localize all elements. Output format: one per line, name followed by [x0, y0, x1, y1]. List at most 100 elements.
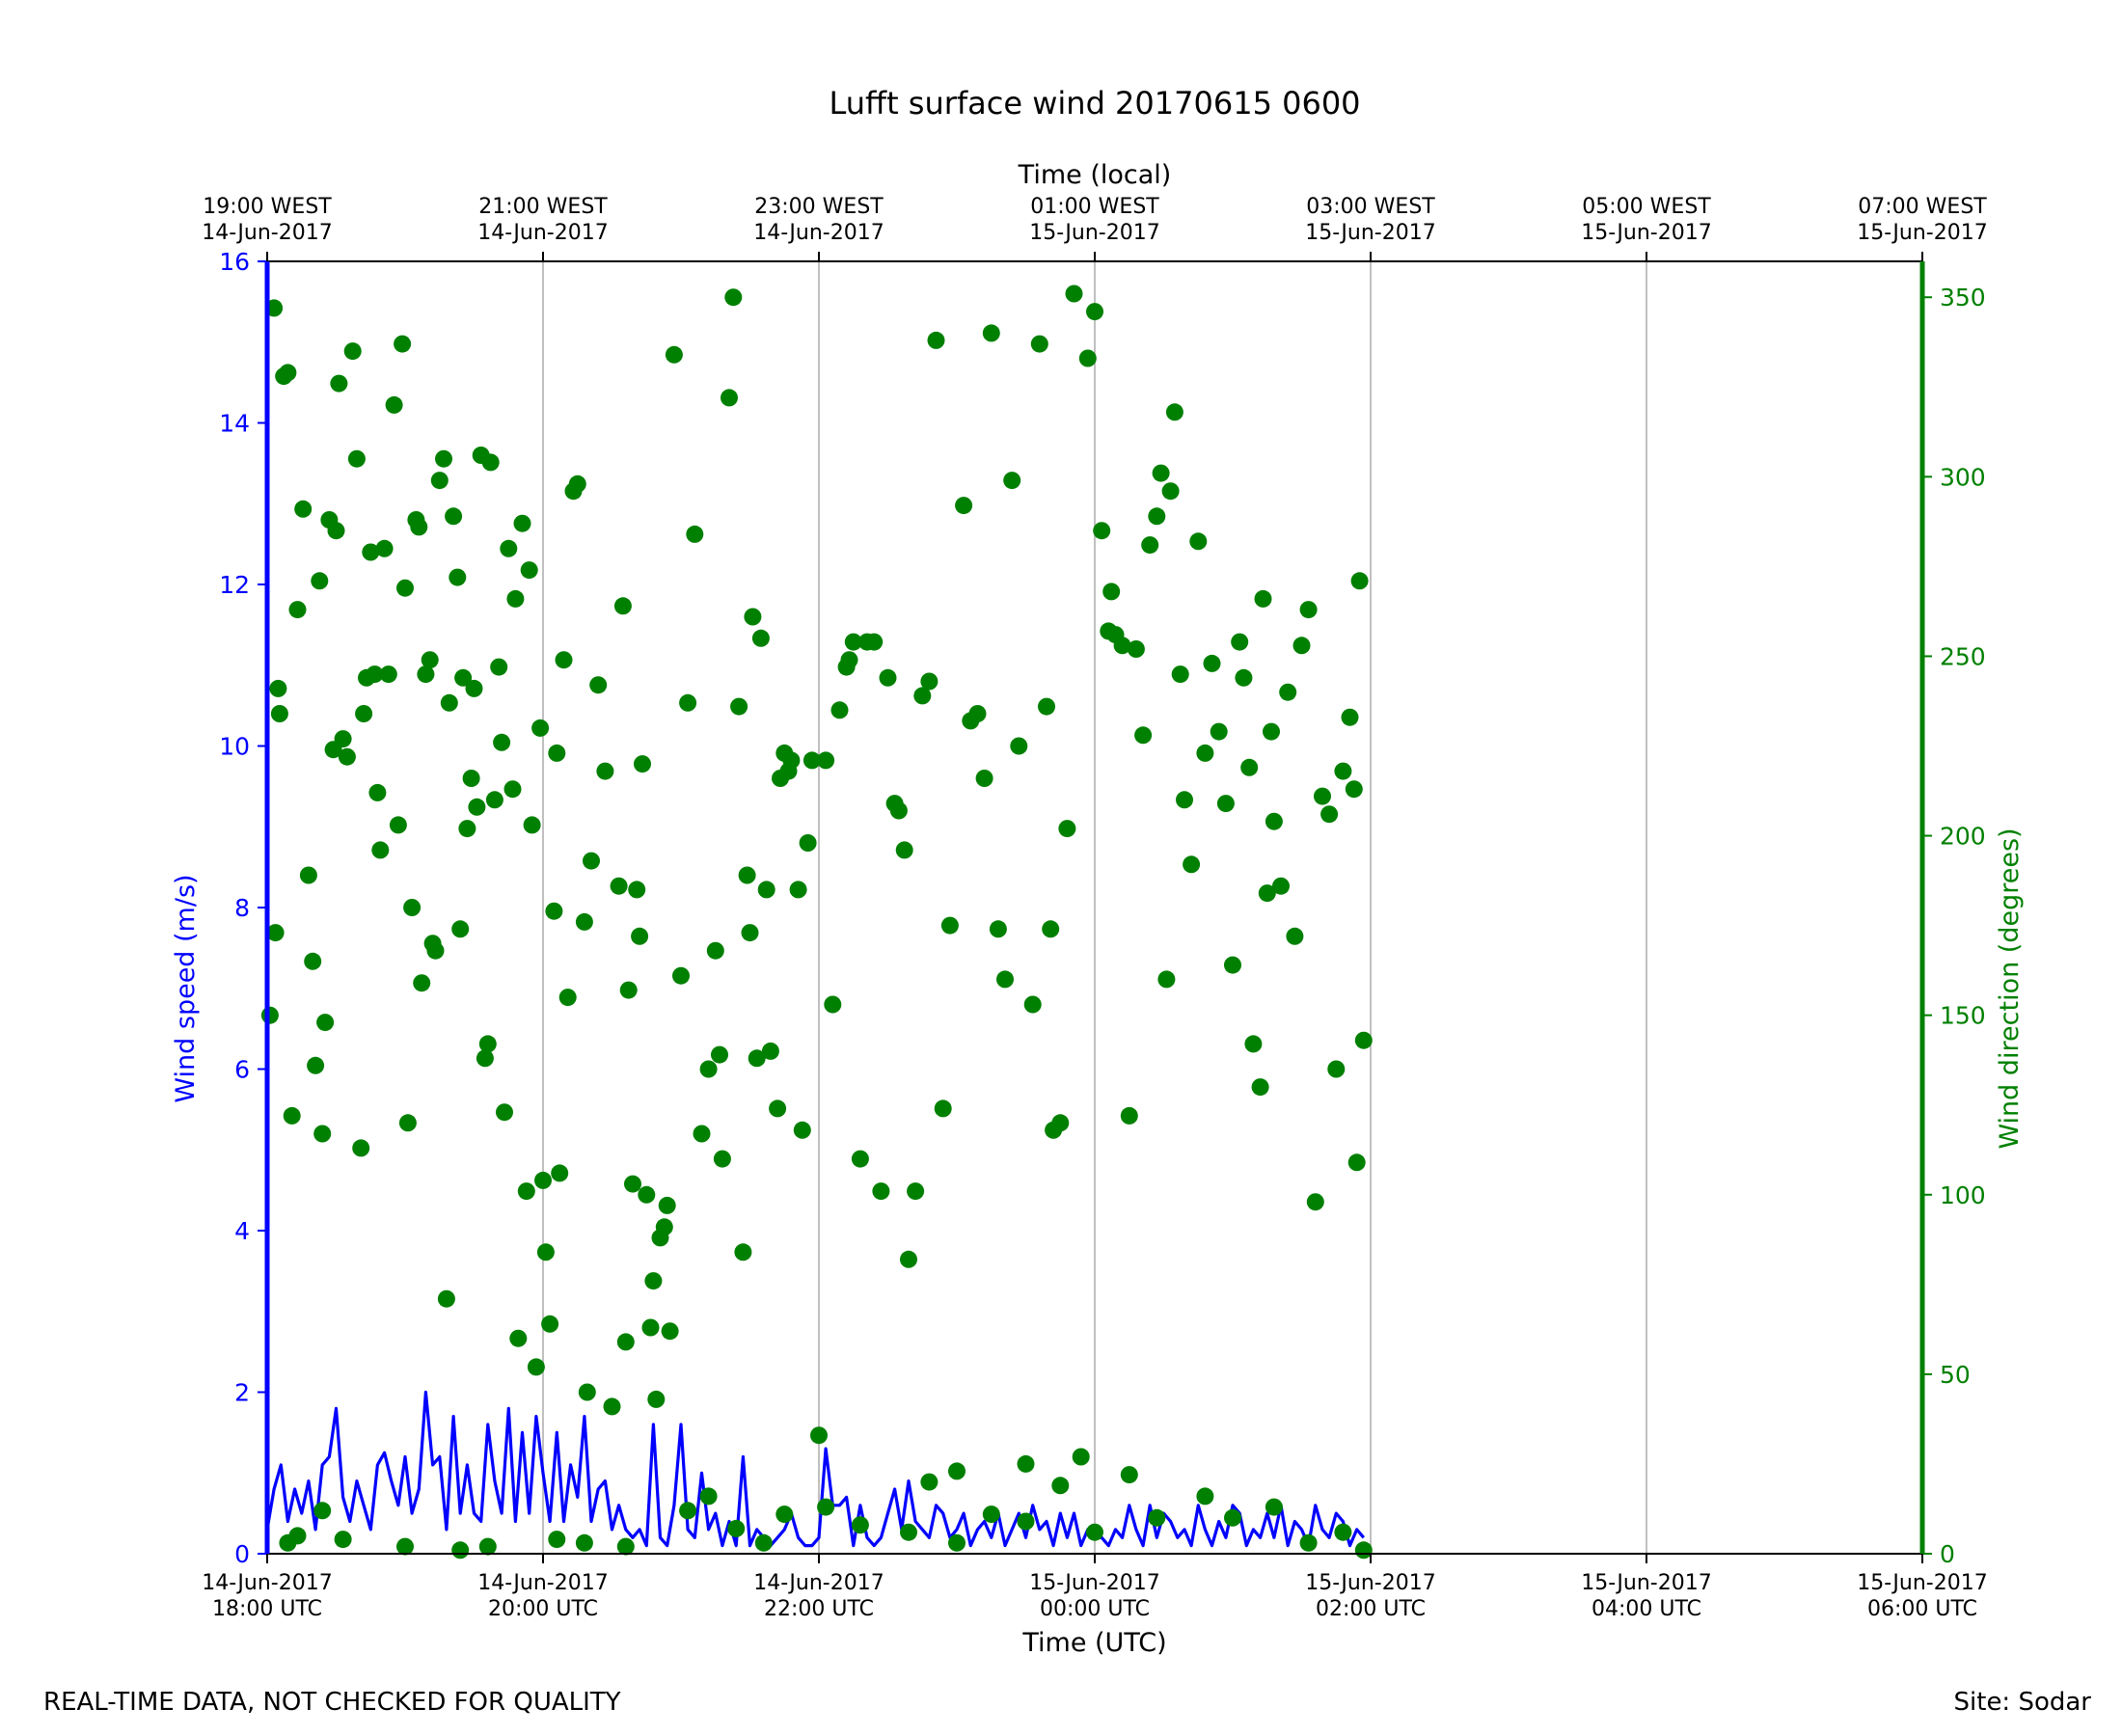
wind-direction-point: [769, 1099, 787, 1118]
right-tick-label: 100: [1940, 1181, 1986, 1209]
left-axis-label: Wind speed (m/s): [171, 874, 201, 1102]
wind-direction-point: [496, 1103, 513, 1122]
wind-direction-point: [907, 1182, 925, 1201]
wind-speed-line: [265, 1390, 1366, 1548]
wind-direction-point: [1345, 780, 1363, 799]
wind-direction-point: [1113, 637, 1131, 655]
top-tick-time: 07:00 WEST: [1858, 195, 1987, 219]
site-label: Site: Sodar: [1953, 1688, 2091, 1717]
wind-direction-point: [900, 1523, 917, 1541]
wind-direction-point: [534, 1171, 552, 1189]
wind-direction-point: [1203, 654, 1221, 672]
wind-direction-point: [1224, 956, 1241, 974]
top-tick-date: 15-Jun-2017: [1857, 221, 1987, 245]
wind-direction-point: [362, 543, 380, 561]
wind-direction-point: [724, 288, 743, 307]
wind-direction-point: [596, 762, 614, 780]
wind-direction-point: [920, 672, 939, 691]
wind-direction-point: [1354, 1031, 1373, 1049]
wind-direction-point: [955, 497, 973, 515]
wind-direction-point: [699, 1060, 718, 1078]
wind-direction-point: [730, 697, 748, 716]
wind-direction-point: [1017, 1454, 1035, 1473]
wind-direction-point: [548, 1531, 566, 1549]
wind-direction-point: [1120, 1466, 1138, 1484]
wind-direction-point: [686, 525, 704, 543]
wind-direction-point: [1254, 589, 1272, 608]
wind-direction-point: [265, 299, 284, 317]
wind-direction-point: [283, 1106, 301, 1125]
wind-direction-point: [672, 966, 690, 985]
wind-direction-point: [493, 733, 511, 751]
bottom-tick-date: 15-Jun-2017: [1581, 1571, 1711, 1595]
wind-direction-point: [761, 1042, 779, 1060]
grid-lines: [542, 261, 1647, 1554]
wind-direction-point: [523, 816, 541, 834]
left-tick-label: 12: [219, 571, 250, 599]
wind-direction-point: [879, 668, 897, 687]
wind-direction-point: [968, 705, 987, 722]
wind-direction-point: [775, 1505, 794, 1524]
wind-direction-point: [1210, 722, 1228, 741]
wind-direction-point: [1065, 285, 1083, 303]
wind-direction-point: [536, 1243, 555, 1261]
wind-direction-point: [313, 1502, 332, 1520]
wind-direction-point: [1244, 1035, 1263, 1053]
wind-direction-point: [754, 1533, 773, 1552]
wind-direction-point: [721, 389, 738, 407]
wind-direction-series: [260, 285, 1373, 1560]
wind-direction-point: [500, 539, 518, 557]
wind-direction-point: [644, 1272, 663, 1290]
wind-direction-point: [394, 335, 412, 353]
top-tick-time: 03:00 WEST: [1306, 195, 1435, 219]
right-tick-label: 300: [1940, 463, 1986, 491]
wind-direction-point: [288, 601, 307, 619]
wind-direction-point: [368, 783, 387, 801]
wind-direction-point: [396, 579, 414, 597]
wind-direction-point: [789, 881, 807, 899]
wind-direction-point: [1272, 877, 1290, 895]
wind-direction-point: [895, 841, 913, 859]
wind-direction-point: [699, 1487, 718, 1505]
right-tick-label: 350: [1940, 284, 1986, 312]
wind-direction-point: [1086, 303, 1103, 321]
wind-direction-point: [655, 1218, 673, 1236]
wind-direction-point: [260, 1006, 279, 1024]
top-tick-date: 14-Jun-2017: [202, 221, 332, 245]
top-tick-date: 14-Jun-2017: [477, 221, 608, 245]
wind-direction-point: [531, 719, 550, 737]
axes: [258, 252, 1932, 1563]
wind-direction-point: [748, 1049, 766, 1068]
wind-direction-point: [330, 374, 348, 393]
wind-direction-point: [631, 927, 649, 945]
wind-direction-point: [396, 1537, 414, 1556]
wind-direction-point: [1299, 1533, 1318, 1552]
wind-direction-point: [982, 1505, 1000, 1524]
wind-direction-point: [889, 801, 908, 820]
wind-direction-point: [465, 679, 483, 697]
wind-direction-point: [327, 522, 345, 540]
wind-direction-point: [1051, 1114, 1070, 1132]
wind-direction-point: [468, 798, 486, 816]
wind-direction-point: [996, 970, 1014, 989]
wind-direction-point: [1148, 1508, 1166, 1527]
right-tick-label: 200: [1940, 823, 1986, 851]
wind-direction-point: [628, 881, 646, 899]
wind-direction-point: [1258, 884, 1276, 903]
wind-direction-point: [713, 1150, 731, 1168]
bottom-tick-date: 14-Jun-2017: [753, 1571, 884, 1595]
wind-direction-point: [269, 679, 287, 697]
wind-direction-point: [851, 1516, 869, 1534]
right-axis-label: Wind direction (degrees): [1995, 827, 2025, 1149]
top-tick-time: 01:00 WEST: [1030, 195, 1159, 219]
wind-direction-point: [1279, 683, 1297, 701]
wind-direction-point: [1058, 820, 1076, 838]
wind-direction-point: [517, 1182, 535, 1201]
wind-direction-point: [478, 1537, 497, 1556]
wind-direction-point: [440, 693, 458, 712]
bottom-tick-time: 04:00 UTC: [1592, 1597, 1701, 1621]
wind-direction-point: [1134, 726, 1153, 745]
wind-direction-point: [619, 981, 638, 999]
wind-direction-point: [1286, 927, 1304, 945]
wind-direction-point: [711, 1045, 728, 1064]
